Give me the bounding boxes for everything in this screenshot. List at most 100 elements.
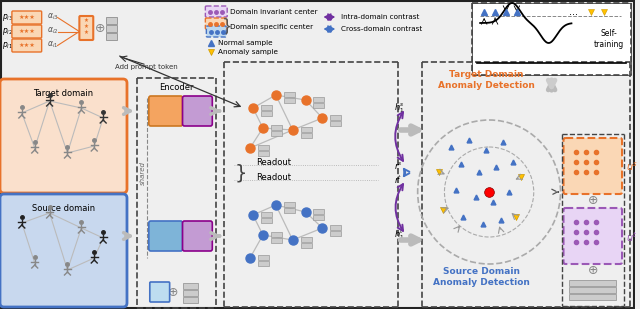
Text: ★★★: ★★★ <box>19 29 35 34</box>
Text: $q_\theta$: $q_\theta$ <box>191 230 204 242</box>
Text: $r^t$: $r^t$ <box>394 174 403 186</box>
Text: Source Domain
Anomaly Detection: Source Domain Anomaly Detection <box>433 267 529 287</box>
Text: $g_\eta^t$: $g_\eta^t$ <box>159 102 172 120</box>
FancyBboxPatch shape <box>12 39 42 52</box>
Bar <box>284 208 294 213</box>
Text: Cross-domain contrast: Cross-domain contrast <box>341 26 422 32</box>
Bar <box>271 125 282 130</box>
Bar <box>314 97 324 102</box>
Text: $r^s$: $r^s$ <box>394 159 403 171</box>
Text: Target domain: Target domain <box>33 88 93 98</box>
FancyBboxPatch shape <box>206 26 226 37</box>
FancyBboxPatch shape <box>0 79 127 193</box>
Text: Target Domain
Anomaly Detection: Target Domain Anomaly Detection <box>438 70 534 90</box>
Bar <box>106 17 117 23</box>
Text: Domain invariant center: Domain invariant center <box>230 9 318 15</box>
Text: $g_\eta^s$: $g_\eta^s$ <box>159 228 172 244</box>
Text: ★★★: ★★★ <box>19 15 35 20</box>
Bar <box>301 127 312 132</box>
Text: $q_\theta$: $q_\theta$ <box>191 105 204 117</box>
FancyBboxPatch shape <box>563 138 622 194</box>
Bar <box>314 103 324 108</box>
Text: Add prompt token: Add prompt token <box>115 64 178 70</box>
Bar <box>258 151 269 156</box>
Bar <box>284 202 294 207</box>
Text: Domain specific center: Domain specific center <box>230 24 314 30</box>
Text: Self-
training: Self- training <box>594 29 624 49</box>
Bar <box>570 280 616 286</box>
Text: ...: ... <box>569 7 578 17</box>
Bar <box>106 33 117 40</box>
Text: Normal sample: Normal sample <box>218 40 273 46</box>
Bar <box>284 92 294 97</box>
Bar <box>314 215 324 220</box>
Bar <box>258 261 269 266</box>
Bar <box>301 237 312 242</box>
FancyBboxPatch shape <box>150 282 170 302</box>
Bar <box>314 209 324 214</box>
Text: ★: ★ <box>84 18 89 23</box>
Bar <box>301 133 312 138</box>
Bar <box>472 3 631 75</box>
FancyBboxPatch shape <box>182 96 212 126</box>
Text: $\oplus$: $\oplus$ <box>587 264 598 277</box>
Text: Readout: Readout <box>256 172 291 181</box>
Bar <box>271 238 282 243</box>
Bar <box>570 294 616 299</box>
Text: $\alpha_{i1}$: $\alpha_{i1}$ <box>47 40 58 50</box>
Bar <box>261 218 272 223</box>
Bar <box>258 145 269 150</box>
Text: $h_1^t$: $h_1^t$ <box>394 227 404 243</box>
Text: Readout: Readout <box>256 158 291 167</box>
Bar <box>182 297 198 303</box>
Text: $p_{i3}$: $p_{i3}$ <box>3 11 13 23</box>
Text: Encoder: Encoder <box>159 83 194 91</box>
Bar <box>261 212 272 217</box>
FancyBboxPatch shape <box>563 208 622 264</box>
Text: }: } <box>235 163 247 182</box>
Bar <box>261 105 272 110</box>
Text: Intra-domain contrast: Intra-domain contrast <box>341 14 420 20</box>
Text: ★★★: ★★★ <box>19 43 35 48</box>
FancyBboxPatch shape <box>205 6 227 17</box>
Text: }: } <box>222 18 233 36</box>
Bar <box>182 283 198 289</box>
Text: $\oplus$: $\oplus$ <box>93 22 105 35</box>
Bar <box>301 243 312 248</box>
Text: ★: ★ <box>156 287 163 297</box>
Text: $p_{i2}$: $p_{i2}$ <box>3 26 13 36</box>
Bar <box>284 98 294 103</box>
Bar <box>330 231 341 236</box>
Bar <box>570 287 616 293</box>
FancyBboxPatch shape <box>149 221 182 251</box>
Bar <box>271 131 282 136</box>
FancyBboxPatch shape <box>12 25 42 38</box>
Text: $u^t$: $u^t$ <box>626 230 637 244</box>
Text: Anomaly sample: Anomaly sample <box>218 49 278 55</box>
Text: $\oplus$: $\oplus$ <box>167 286 179 298</box>
Bar <box>258 255 269 260</box>
Text: $\alpha_{i2}$: $\alpha_{i2}$ <box>47 26 58 36</box>
Text: ★: ★ <box>84 29 89 35</box>
Text: $u^s$: $u^s$ <box>626 161 638 173</box>
Bar <box>330 121 341 126</box>
FancyBboxPatch shape <box>182 221 212 251</box>
Text: shared: shared <box>140 161 146 185</box>
Bar <box>182 290 198 295</box>
Bar <box>261 111 272 116</box>
Text: $\oplus$: $\oplus$ <box>587 193 598 206</box>
FancyBboxPatch shape <box>0 194 127 307</box>
Text: $\alpha_{i3}$: $\alpha_{i3}$ <box>47 12 58 22</box>
FancyBboxPatch shape <box>205 18 227 29</box>
FancyBboxPatch shape <box>79 16 93 40</box>
Bar <box>330 115 341 120</box>
Text: $h_1^s$: $h_1^s$ <box>394 101 404 115</box>
Text: ★: ★ <box>84 23 89 28</box>
Text: Source domain: Source domain <box>32 204 95 213</box>
FancyBboxPatch shape <box>12 11 42 24</box>
FancyBboxPatch shape <box>149 96 182 126</box>
Text: $p_{i1}$: $p_{i1}$ <box>3 40 13 50</box>
Bar <box>330 225 341 230</box>
Bar <box>271 232 282 237</box>
Bar <box>106 25 117 32</box>
